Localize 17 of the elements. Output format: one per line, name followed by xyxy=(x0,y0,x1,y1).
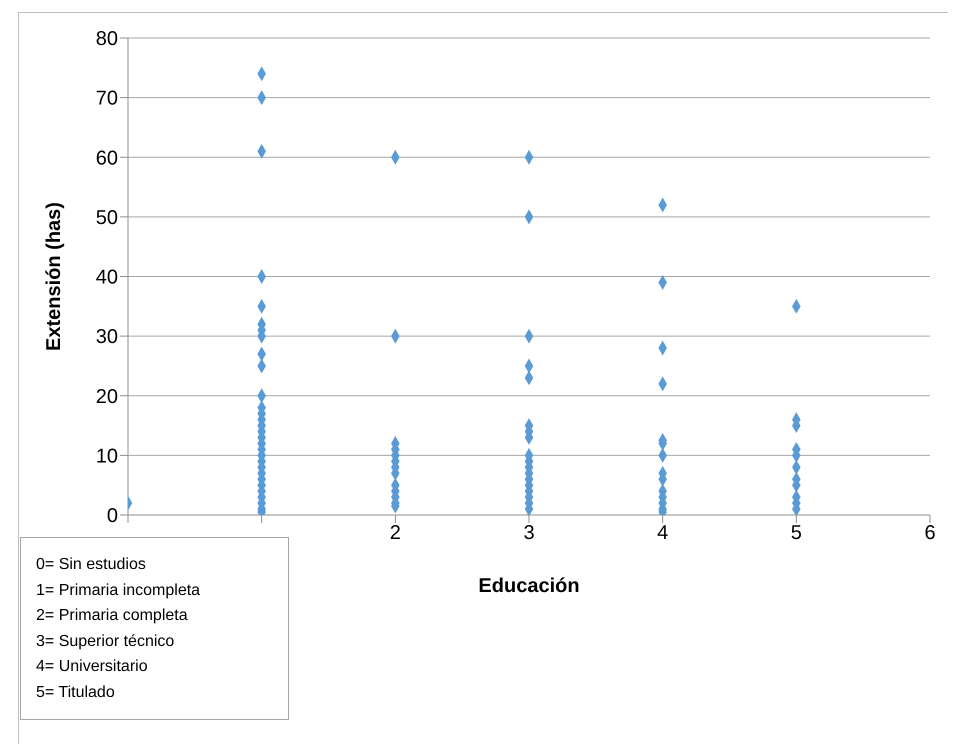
x-tick-label: 4 xyxy=(657,522,668,544)
x-tick-label: 5 xyxy=(790,522,802,544)
y-tick-label: 10 xyxy=(96,445,118,468)
y-tick-label: 50 xyxy=(96,206,118,229)
y-tick-label: 30 xyxy=(96,326,118,348)
x-axis-title: Educación xyxy=(478,575,580,597)
y-tick-label: 60 xyxy=(96,147,118,170)
y-tick-label: 20 xyxy=(96,386,118,408)
x-tick-label: 2 xyxy=(390,522,401,544)
y-tick-label: 70 xyxy=(96,88,118,110)
x-tick-label: 6 xyxy=(924,522,936,544)
y-tick-label: 0 xyxy=(106,505,118,528)
y-axis-title: Extensión (has) xyxy=(43,202,66,351)
y-tick-label: 40 xyxy=(96,266,118,289)
y-tick-label: 80 xyxy=(96,28,118,50)
x-tick-label: 3 xyxy=(523,522,535,544)
text-box: 0= Sin estudios 1= Primaria incompleta 2= Primaria completa 3= Superior técnico 4= Universitario 5= Titulado xyxy=(20,537,289,720)
